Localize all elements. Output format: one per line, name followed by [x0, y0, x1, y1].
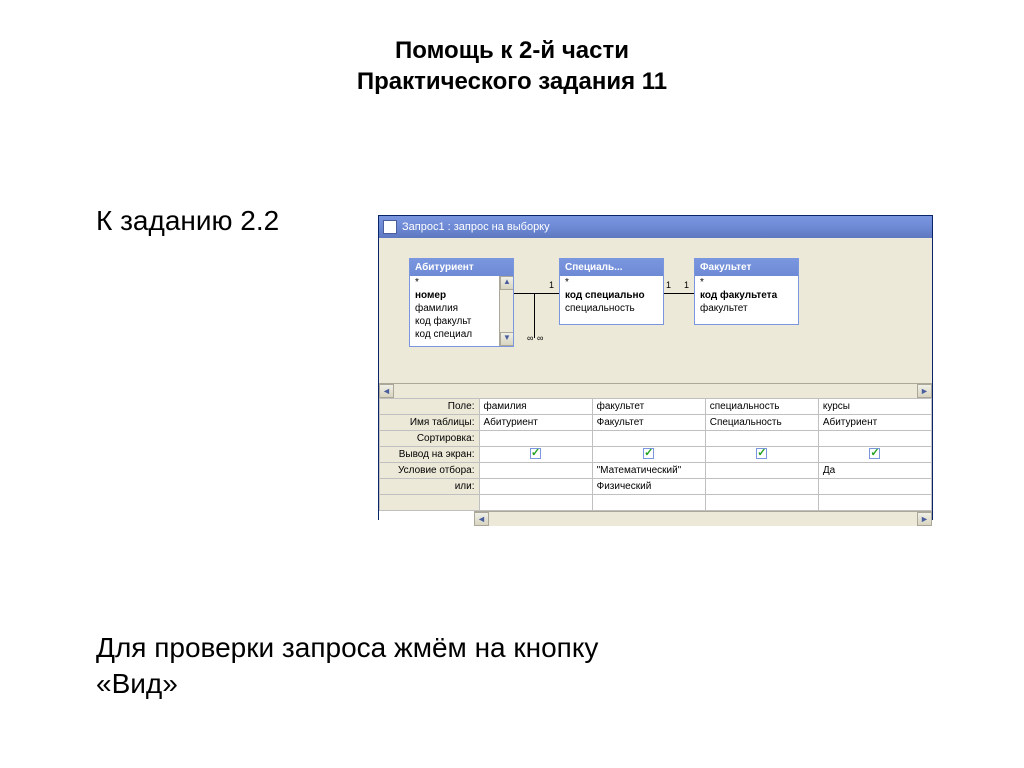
- grid-cell[interactable]: [479, 447, 592, 463]
- grid-cell[interactable]: специальность: [705, 399, 818, 415]
- footer-text: Для проверки запроса жмём на кнопку «Вид…: [96, 630, 598, 703]
- footer-line1: Для проверки запроса жмём на кнопку: [96, 630, 598, 666]
- checkbox-icon[interactable]: [643, 448, 654, 459]
- slide-title-line1: Помощь к 2-й части: [0, 35, 1024, 66]
- grid-row-empty: [380, 495, 932, 511]
- grid-cell[interactable]: [705, 431, 818, 447]
- relation-line: [514, 293, 559, 294]
- table-field[interactable]: *: [560, 276, 663, 289]
- table-field[interactable]: код специал: [410, 328, 513, 341]
- diagram-hscroll[interactable]: ◄ ►: [379, 383, 932, 398]
- grid-cell[interactable]: [818, 447, 931, 463]
- grid-row-table: Имя таблицы: Абитуриент Факультет Специа…: [380, 415, 932, 431]
- table-field[interactable]: специальность: [560, 302, 663, 315]
- grid-label: Вывод на экран:: [380, 447, 480, 463]
- query-designer-window: Запрос1 : запрос на выборку Абитуриент *…: [378, 215, 933, 520]
- window-title-text: Запрос1 : запрос на выборку: [402, 221, 550, 233]
- grid-label: [380, 495, 480, 511]
- table-header: Факультет: [695, 259, 798, 276]
- table-box-abituri[interactable]: Абитуриент * номер фамилия код факульт к…: [409, 258, 514, 347]
- scroll-left-icon[interactable]: ◄: [379, 384, 394, 398]
- grid-cell[interactable]: факультет: [592, 399, 705, 415]
- relation-line: [534, 293, 535, 338]
- scroll-down-icon[interactable]: ▼: [500, 332, 513, 346]
- checkbox-icon[interactable]: [530, 448, 541, 459]
- grid-hscroll[interactable]: ◄ ►: [474, 511, 932, 526]
- grid-row-field: Поле: фамилия факультет специальность ку…: [380, 399, 932, 415]
- grid-cell[interactable]: [479, 495, 592, 511]
- grid-label: Имя таблицы:: [380, 415, 480, 431]
- relation-line: [664, 293, 694, 294]
- grid-row-sort: Сортировка:: [380, 431, 932, 447]
- task-label: К заданию 2.2: [96, 205, 279, 237]
- relation-one-label: 1: [684, 280, 689, 290]
- window-icon: [383, 220, 397, 234]
- table-field[interactable]: код специально: [560, 289, 663, 302]
- grid-table: Поле: фамилия факультет специальность ку…: [379, 398, 932, 511]
- table-field[interactable]: факультет: [695, 302, 798, 315]
- grid-cell[interactable]: [479, 479, 592, 495]
- scroll-left-icon[interactable]: ◄: [474, 512, 489, 526]
- scroll-right-icon[interactable]: ►: [917, 384, 932, 398]
- query-grid: Поле: фамилия факультет специальность ку…: [379, 398, 932, 526]
- grid-cell[interactable]: [479, 431, 592, 447]
- slide-title-line2: Практического задания 11: [0, 66, 1024, 97]
- grid-cell[interactable]: [592, 495, 705, 511]
- grid-cell[interactable]: Да: [818, 463, 931, 479]
- table-field[interactable]: номер: [410, 289, 513, 302]
- grid-cell[interactable]: Абитуриент: [818, 415, 931, 431]
- grid-cell[interactable]: [705, 479, 818, 495]
- grid-label: Поле:: [380, 399, 480, 415]
- table-box-fakultet[interactable]: Факультет * код факультета факультет: [694, 258, 799, 325]
- grid-label: Условие отбора:: [380, 463, 480, 479]
- grid-cell[interactable]: [818, 479, 931, 495]
- grid-cell[interactable]: [592, 447, 705, 463]
- grid-label: или:: [380, 479, 480, 495]
- grid-row-or: или: Физический: [380, 479, 932, 495]
- grid-cell[interactable]: Абитуриент: [479, 415, 592, 431]
- scroll-up-icon[interactable]: ▲: [500, 276, 513, 290]
- relation-many-label: ∞: [527, 333, 533, 343]
- grid-cell[interactable]: Специальность: [705, 415, 818, 431]
- grid-cell[interactable]: курсы: [818, 399, 931, 415]
- grid-cell[interactable]: [705, 495, 818, 511]
- relation-many-label: ∞: [537, 333, 543, 343]
- grid-cell[interactable]: [705, 463, 818, 479]
- window-title-bar[interactable]: Запрос1 : запрос на выборку: [379, 216, 932, 238]
- table-field[interactable]: код факульт: [410, 315, 513, 328]
- checkbox-icon[interactable]: [756, 448, 767, 459]
- diagram-pane[interactable]: Абитуриент * номер фамилия код факульт к…: [379, 238, 932, 383]
- table-field[interactable]: *: [410, 276, 513, 289]
- relation-one-label: 1: [549, 280, 554, 290]
- grid-row-show: Вывод на экран:: [380, 447, 932, 463]
- table-field[interactable]: фамилия: [410, 302, 513, 315]
- slide-title: Помощь к 2-й части Практического задания…: [0, 0, 1024, 97]
- table-header: Абитуриент: [410, 259, 513, 276]
- grid-cell[interactable]: [818, 495, 931, 511]
- field-scrollbar[interactable]: ▲ ▼: [499, 276, 513, 346]
- grid-row-criteria: Условие отбора: "Математический" Да: [380, 463, 932, 479]
- scroll-right-icon[interactable]: ►: [917, 512, 932, 526]
- table-field[interactable]: *: [695, 276, 798, 289]
- grid-label: Сортировка:: [380, 431, 480, 447]
- table-header: Специаль...: [560, 259, 663, 276]
- checkbox-icon[interactable]: [869, 448, 880, 459]
- grid-cell[interactable]: [818, 431, 931, 447]
- footer-line2: «Вид»: [96, 666, 598, 702]
- grid-cell[interactable]: [592, 431, 705, 447]
- grid-cell[interactable]: фамилия: [479, 399, 592, 415]
- grid-cell[interactable]: "Математический": [592, 463, 705, 479]
- relation-one-label: 1: [666, 280, 671, 290]
- grid-cell[interactable]: Факультет: [592, 415, 705, 431]
- table-field[interactable]: код факультета: [695, 289, 798, 302]
- grid-cell[interactable]: [705, 447, 818, 463]
- grid-cell[interactable]: [479, 463, 592, 479]
- table-box-special[interactable]: Специаль... * код специально специальнос…: [559, 258, 664, 325]
- grid-cell[interactable]: Физический: [592, 479, 705, 495]
